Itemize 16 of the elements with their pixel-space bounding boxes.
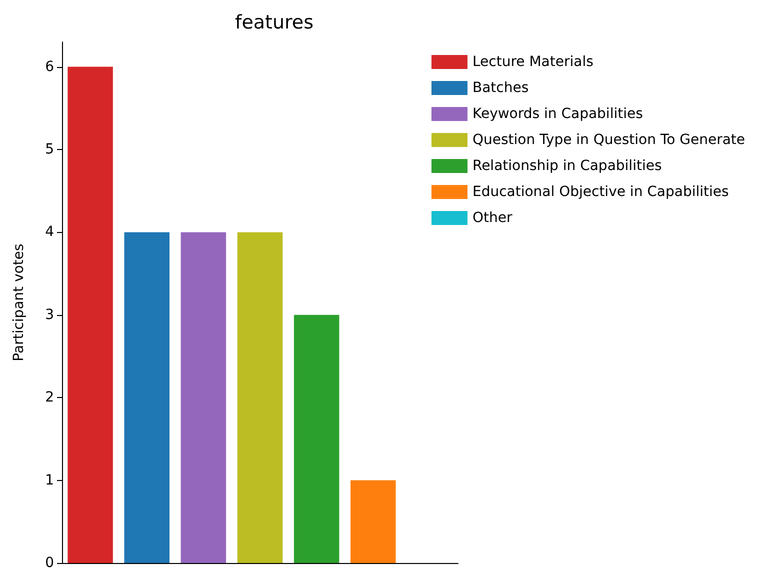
y-axis-title: Participant votes	[11, 244, 27, 362]
y-tick-label: 0	[45, 555, 54, 571]
y-tick-label: 3	[45, 306, 54, 323]
y-tick-label: 1	[45, 472, 54, 488]
legend-label: Batches	[472, 80, 529, 96]
legend-label: Lecture Materials	[472, 54, 594, 70]
legend-label: Other	[472, 210, 512, 226]
y-tick-label: 4	[45, 224, 54, 240]
y-tick-label: 6	[45, 58, 54, 75]
y-tick-label: 2	[45, 390, 54, 406]
legend-label: Educational Objective in Capabilities	[472, 184, 729, 200]
legend-label: Question Type in Question To Generate	[472, 132, 746, 148]
legend-label: Keywords in Capabilities	[472, 106, 643, 122]
y-tick-label: 5	[45, 142, 54, 158]
chart-title: features	[235, 12, 314, 34]
legend-label: Relationship in Capabilities	[472, 158, 662, 174]
